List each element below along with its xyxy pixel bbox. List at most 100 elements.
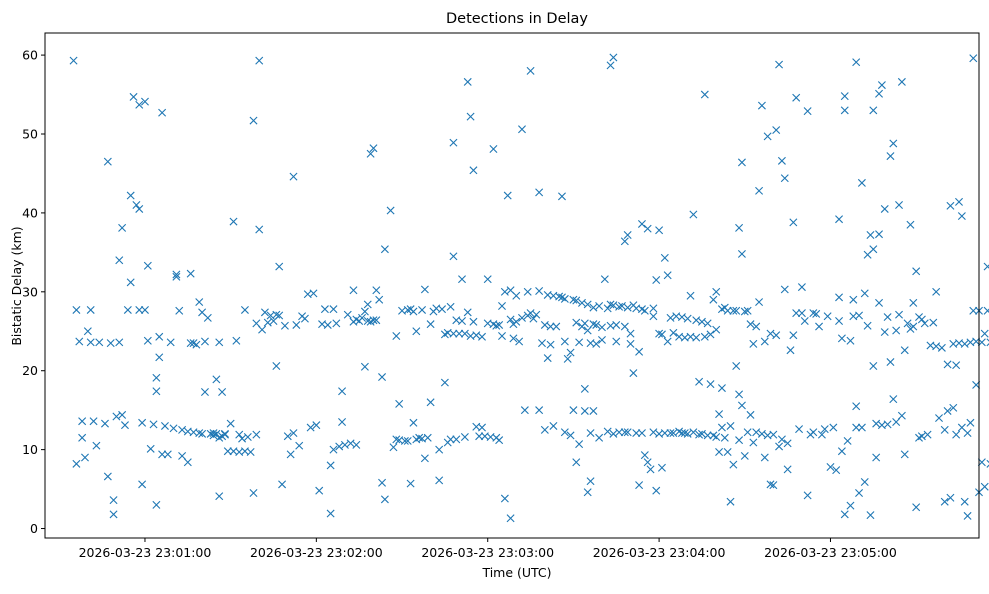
data-point: [72, 305, 81, 314]
data-point: [126, 191, 135, 200]
data-point: [723, 448, 732, 456]
data-point: [512, 291, 521, 300]
x-tick-label: 2026-03-23 23:01:00: [79, 545, 212, 560]
data-point: [800, 317, 809, 325]
data-point: [329, 445, 338, 454]
data-point: [609, 429, 618, 438]
data-point: [338, 387, 347, 396]
data-point: [803, 107, 812, 116]
data-point: [289, 172, 298, 181]
data-point: [780, 285, 789, 294]
data-point: [146, 444, 155, 453]
data-point: [380, 245, 389, 254]
data-point: [695, 430, 704, 439]
data-point: [900, 346, 909, 355]
data-point: [463, 77, 472, 86]
data-point: [218, 388, 227, 397]
data-point: [660, 253, 669, 262]
data-point: [757, 429, 766, 438]
data-point: [840, 106, 849, 115]
data-point: [158, 108, 167, 117]
data-point: [649, 304, 658, 313]
data-point: [889, 395, 898, 404]
data-point: [960, 497, 969, 506]
data-point: [346, 439, 355, 448]
data-point: [900, 450, 909, 459]
data-point: [695, 377, 704, 386]
data-point: [580, 319, 589, 328]
data-point: [249, 489, 258, 498]
data-point: [886, 152, 895, 161]
data-point: [309, 289, 318, 298]
data-point: [406, 479, 415, 488]
data-point: [143, 261, 152, 270]
data-point: [135, 100, 144, 109]
data-point: [749, 339, 758, 348]
data-point: [438, 305, 447, 314]
data-point: [752, 428, 761, 437]
data-point: [729, 306, 738, 315]
data-point: [586, 429, 595, 438]
data-point: [769, 481, 778, 490]
data-point: [740, 307, 749, 316]
data-point: [103, 472, 112, 481]
data-point: [600, 275, 609, 284]
data-point: [115, 256, 124, 265]
data-point: [875, 230, 884, 239]
data-point: [535, 188, 544, 197]
data-point: [957, 212, 966, 221]
data-point: [403, 436, 412, 445]
data-point: [186, 339, 195, 348]
data-point: [543, 354, 552, 363]
data-point: [623, 428, 632, 437]
data-point: [420, 454, 429, 463]
data-point: [518, 313, 526, 322]
data-point: [592, 320, 601, 329]
data-point: [392, 435, 401, 444]
data-point: [118, 223, 127, 232]
data-point: [186, 269, 195, 278]
data-point: [540, 320, 549, 329]
data-point: [646, 465, 655, 474]
data-point: [426, 320, 435, 329]
plot-frame: [44, 32, 980, 539]
data-point: [597, 323, 606, 332]
data-point: [575, 338, 584, 347]
data-point: [78, 433, 87, 442]
data-point: [286, 450, 295, 459]
data-point: [166, 338, 175, 347]
data-point: [132, 201, 141, 210]
data-point: [717, 384, 726, 393]
data-point: [552, 322, 561, 331]
data-point: [452, 435, 461, 444]
data-point: [726, 497, 735, 506]
data-point: [483, 275, 492, 284]
data-point: [292, 320, 301, 329]
data-point: [200, 337, 209, 346]
data-point: [240, 305, 249, 314]
data-point: [835, 293, 844, 302]
data-point: [455, 329, 464, 338]
data-point: [792, 309, 801, 318]
data-point: [940, 497, 949, 506]
x-tick-label: 2026-03-23 23:03:00: [421, 545, 554, 560]
data-point: [729, 460, 738, 469]
data-point: [272, 310, 281, 319]
data-point: [569, 295, 578, 304]
data-point: [340, 440, 349, 449]
data-point: [875, 298, 884, 307]
data-point: [789, 218, 798, 227]
data-point: [783, 439, 792, 448]
data-point: [532, 310, 541, 319]
data-point: [126, 278, 135, 287]
data-point: [620, 237, 629, 246]
data-point: [375, 295, 384, 304]
data-point: [178, 451, 187, 460]
data-point: [115, 338, 124, 347]
data-point: [960, 339, 969, 348]
data-point: [912, 267, 921, 276]
data-point: [923, 430, 932, 439]
data-point: [129, 92, 138, 101]
data-point: [69, 56, 78, 65]
